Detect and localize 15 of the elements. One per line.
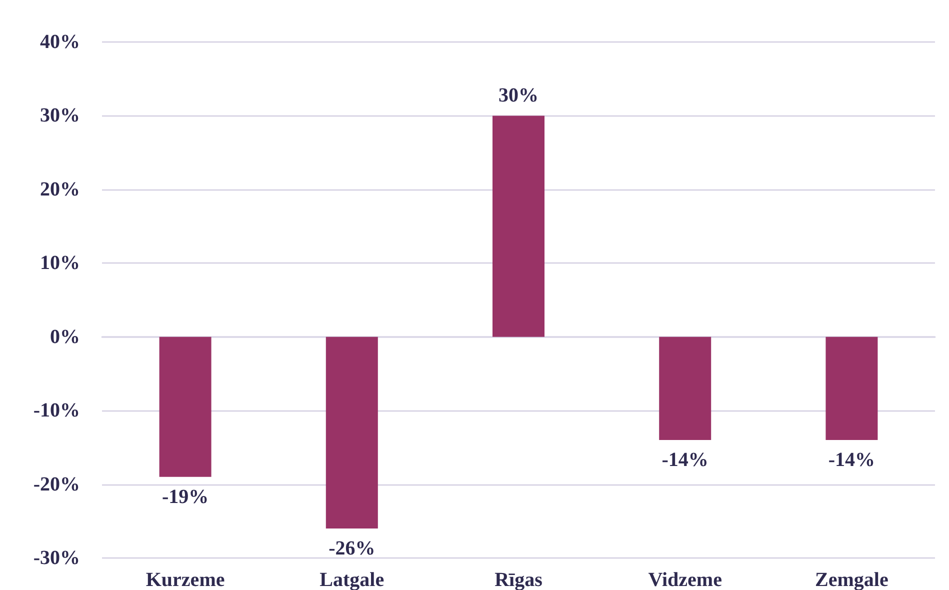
x-tick-label: Vidzeme <box>648 569 722 590</box>
data-label: -19% <box>162 486 209 508</box>
y-tick-label: 30% <box>40 104 80 127</box>
y-tick-label: 20% <box>40 178 80 200</box>
y-tick-label: 10% <box>40 252 80 274</box>
data-label: 30% <box>498 84 538 107</box>
x-tick-label: Kurzeme <box>146 569 225 590</box>
y-tick-label: -10% <box>33 400 80 422</box>
data-label: -14% <box>662 449 708 472</box>
data-label: -26% <box>328 538 376 560</box>
data-label: -14% <box>828 449 876 472</box>
y-tick-label: -20% <box>33 473 80 496</box>
y-tick-label: -30% <box>33 547 80 569</box>
y-tick-label: 40% <box>40 31 80 53</box>
y-tick-label: 0% <box>50 326 80 348</box>
